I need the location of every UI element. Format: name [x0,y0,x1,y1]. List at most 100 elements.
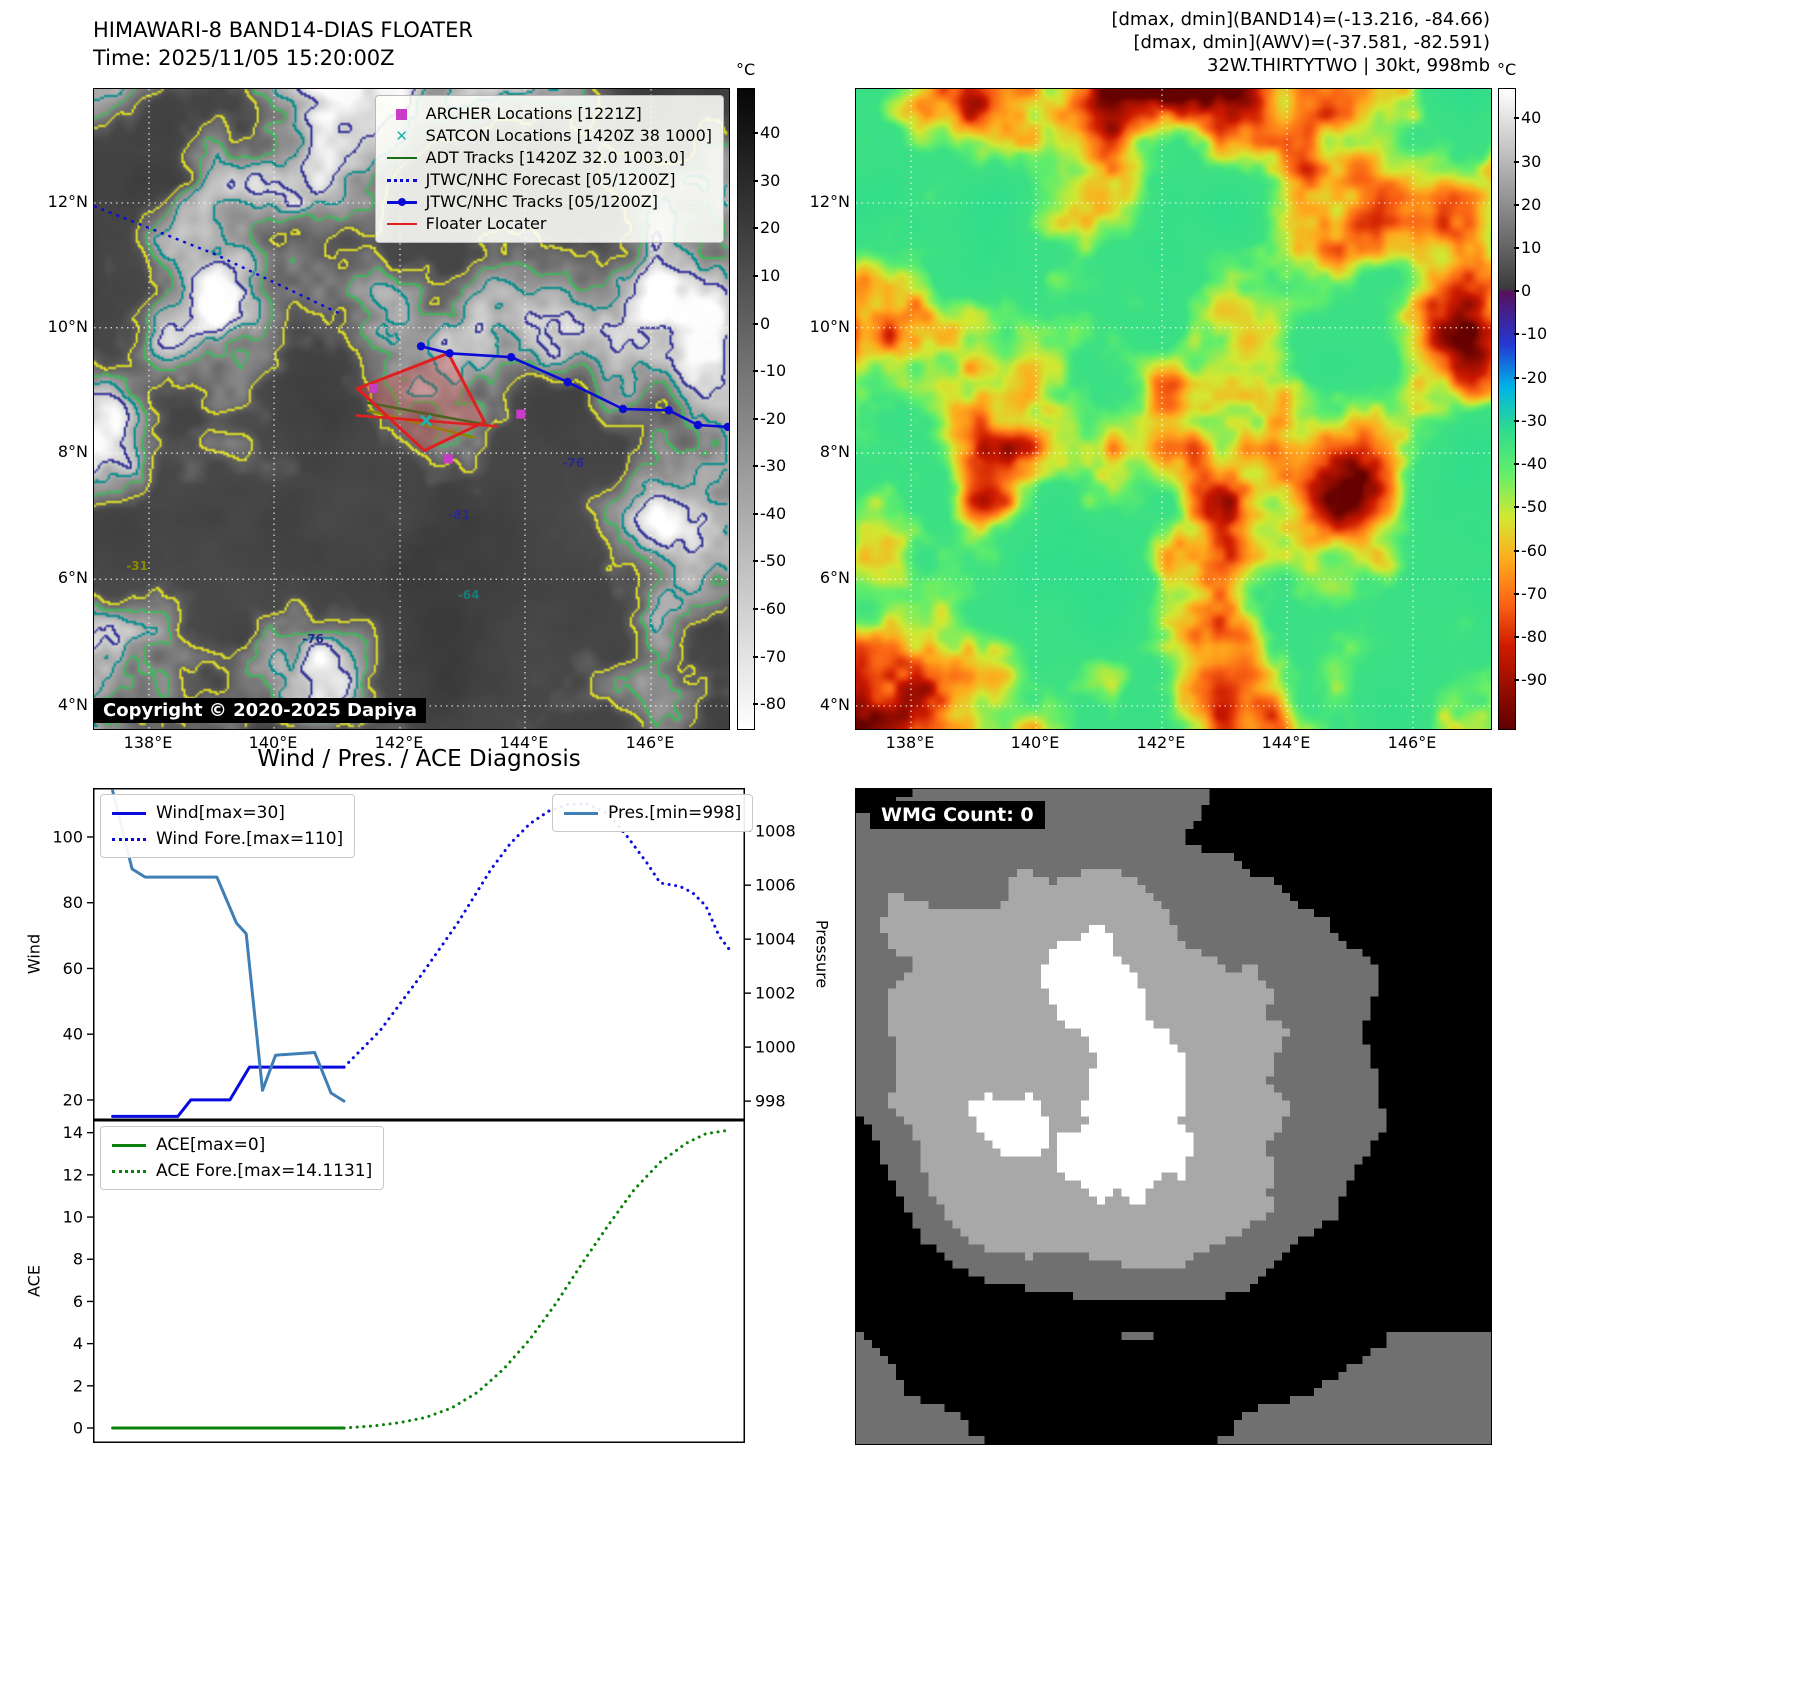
map-legend-label: Floater Locater [425,214,547,233]
lat-tick-label: 6°N [819,568,850,587]
archer-square-icon [395,108,407,120]
band14-colorbar [737,88,755,730]
colorbar-tick-mark [753,322,758,325]
lon-tick-label: 140°E [248,733,298,752]
track-line-icon [386,197,417,208]
legend-line-sample [112,1143,146,1147]
legend-entry: Wind Fore.[max=110] [112,826,343,852]
legend-line-sample [564,811,598,815]
copyright-label: Copyright © 2020-2025 Dapiya [94,698,427,723]
pressure-axis-label: Pressure [812,919,832,989]
colorbar-tick-label: 40 [760,123,781,143]
left-tick-label: 0 [73,1419,83,1438]
colorbar-tick-mark [1514,376,1519,379]
legend-entry: ACE[max=0] [112,1132,372,1158]
colorbar-tick-mark [753,465,758,468]
colorbar-tick-label: 30 [1521,151,1542,171]
left-tick-label: 80 [63,893,83,912]
awv-satellite-image [856,89,1491,729]
wind-axis-label: Wind [24,933,44,975]
lat-tick-label: 8°N [819,442,850,461]
colorbar-tick-label: -30 [1521,410,1548,430]
lon-tick-label: 144°E [499,733,549,752]
colorbar-tick-mark [1514,247,1519,249]
right-tick-label: 998 [755,1092,786,1111]
right-tick-label: 1000 [755,1038,796,1057]
map-legend-label: SATCON Locations [1420Z 38 1000] [425,126,712,145]
colorbar-tick-mark [753,227,758,230]
colorbar-tick-label: -50 [1521,497,1548,517]
colorbar-tick-label: -30 [760,456,787,476]
map-legend-label: JTWC/NHC Tracks [05/1200Z] [425,192,659,211]
pressure-series [111,789,346,1103]
jtwc-forecast-track [94,204,340,315]
left-tick-label: 6 [73,1292,83,1311]
lon-tick-label: 146°E [1387,733,1437,752]
colorbar-tick-label: 30 [760,170,781,190]
colorbar-tick-mark [753,608,758,611]
band14-colorbar-unit: °C [736,60,756,79]
forecast-line-icon [386,178,417,182]
legend-entry: ACE Fore.[max=14.1131] [112,1158,372,1184]
legend-line-sample [112,837,146,841]
colorbar-tick-mark [1514,463,1519,466]
colorbar-tick-mark [753,560,758,563]
lon-tick-label: 142°E [1136,733,1186,752]
archer-marker [368,384,378,394]
ace-axis-label: ACE [24,1265,44,1297]
band14-title-block: HIMAWARI-8 BAND14-DIAS FLOATER Time: 202… [93,16,473,72]
map-legend-entry: JTWC/NHC Tracks [05/1200Z] [386,191,712,213]
ace-legend: ACE[max=0] ACE Fore.[max=14.1131] [100,1126,385,1190]
wind-legend: Wind[max=30] Wind Fore.[max=110] [100,794,356,858]
wmg-pixel-image [856,789,1491,1444]
jtwc-track-point [723,422,729,432]
colorbar-tick-mark [1514,419,1519,422]
lat-tick-label: 10°N [47,317,88,336]
colorbar-tick-mark [1514,636,1519,639]
lon-tick-label: 138°E [885,733,935,752]
left-tick-label: 100 [52,827,83,846]
colorbar-tick-mark [1514,117,1519,120]
lon-tick-label: 146°E [625,733,675,752]
right-tick-label: 1004 [755,930,796,949]
map-legend: ARCHER Locations [1221Z] ✕ SATCON Location… [374,95,724,243]
colorbar-tick-label: -20 [760,408,787,428]
satcon-marker [420,414,433,427]
colorbar-tick-mark [753,274,758,277]
right-tick-label: 1002 [755,984,796,1003]
map-legend-label: JTWC/NHC Forecast [05/1200Z] [425,170,676,189]
colorbar-tick-mark [1514,592,1519,595]
colorbar-tick-label: -40 [760,503,787,523]
left-tick-label: 40 [63,1025,83,1044]
lat-tick-label: 4°N [57,695,88,714]
colorbar-tick-label: -60 [1521,540,1548,560]
jtwc-track-point [618,404,628,414]
colorbar-tick-label: -40 [1521,454,1548,474]
left-tick-label: 4 [73,1334,83,1353]
awv-colorbar [1498,88,1516,730]
lat-tick-label: 8°N [57,442,88,461]
jtwc-track [420,345,728,429]
colorbar-tick-label: 20 [760,218,781,238]
map-legend-label: ADT Tracks [1420Z 32.0 1003.0] [425,148,686,167]
map-legend-entry: JTWC/NHC Forecast [05/1200Z] [386,169,712,191]
wmg-map-panel: WMG Count: 0 [855,788,1492,1445]
jtwc-track-point [664,406,673,415]
band14-time-subtitle: Time: 2025/11/05 15:20:00Z [93,46,395,70]
colorbar-tick-label: 20 [1521,194,1542,214]
colorbar-tick-label: -10 [760,361,787,381]
legend-entry: Wind[max=30] [112,800,343,826]
colorbar-tick-label: -60 [760,599,787,619]
colorbar-tick-label: 10 [760,265,781,285]
colorbar-tick-mark [753,132,758,135]
left-tick-label: 2 [73,1376,83,1395]
archer-marker [443,454,453,464]
map-legend-entry: ADT Tracks [1420Z 32.0 1003.0] [386,147,712,169]
legend-line-icon [386,223,417,225]
floater-locater-shape [354,351,487,453]
wind-series [111,1065,346,1118]
lat-tick-label: 12°N [47,192,88,211]
jtwc-track-point [506,352,516,362]
left-tick-label: 20 [63,1090,83,1109]
colorbar-tick-mark [1514,679,1519,682]
